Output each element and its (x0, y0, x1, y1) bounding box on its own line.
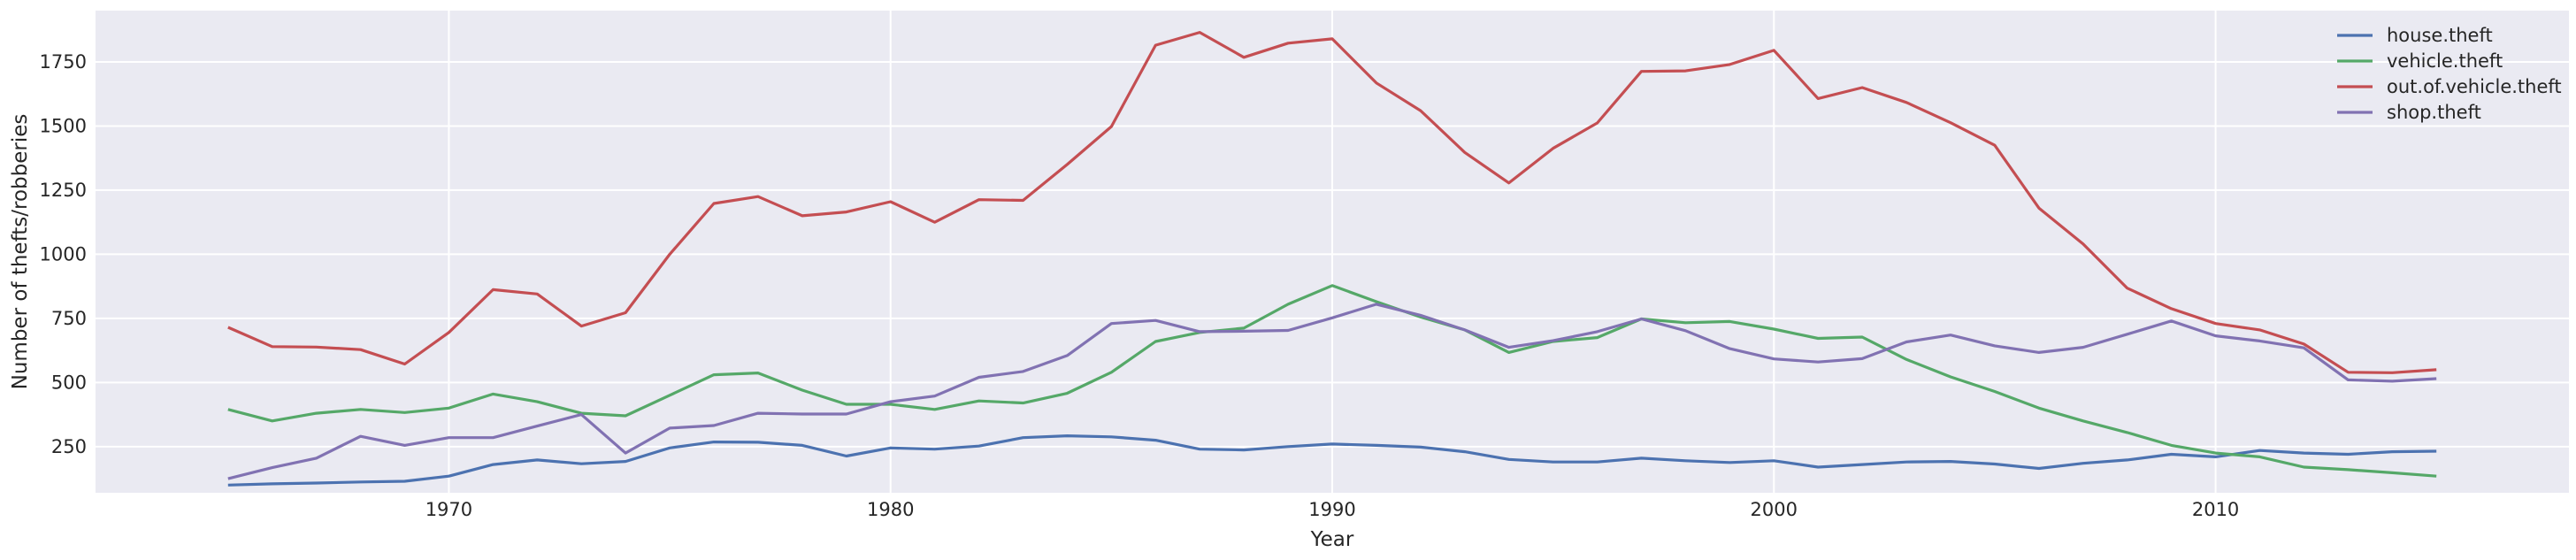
y-tick-label: 1250 (40, 180, 87, 201)
y-axis-label: Number of thefts/robberies (9, 114, 32, 390)
y-tick-label: 250 (51, 436, 87, 457)
series-line-shop-theft (227, 303, 2437, 480)
x-tick-label: 1980 (867, 499, 914, 520)
y-axis-ticks: 250 500 750 1000 1250 1500 1750 (40, 51, 87, 457)
x-tick-label: 1990 (1308, 499, 1355, 520)
y-tick-label: 1500 (40, 115, 87, 136)
grid-lines (96, 11, 2569, 493)
legend-entry: shop.theft (2387, 102, 2481, 123)
series-line-vehicle-theft (227, 284, 2437, 478)
y-tick-label: 500 (51, 372, 87, 393)
series-line-out-of-vehicle-theft (227, 30, 2437, 374)
x-tick-label: 2000 (1751, 499, 1798, 520)
y-tick-label: 1000 (40, 243, 87, 265)
legend: house.theft vehicle.theft out.of.vehicle.t… (2337, 25, 2562, 123)
legend-entry: vehicle.theft (2387, 50, 2503, 72)
y-tick-label: 1750 (40, 51, 87, 73)
legend-entry: house.theft (2387, 25, 2493, 46)
legend-entry: out.of.vehicle.theft (2387, 76, 2562, 97)
y-tick-label: 750 (51, 308, 87, 329)
x-axis-label: Year (1310, 528, 1354, 551)
x-tick-label: 2010 (2192, 499, 2239, 520)
x-axis-ticks: 1970 1980 1990 2000 2010 (426, 499, 2240, 520)
x-tick-label: 1970 (426, 499, 472, 520)
series-lines (227, 30, 2437, 487)
series-line-house-theft (227, 434, 2437, 487)
